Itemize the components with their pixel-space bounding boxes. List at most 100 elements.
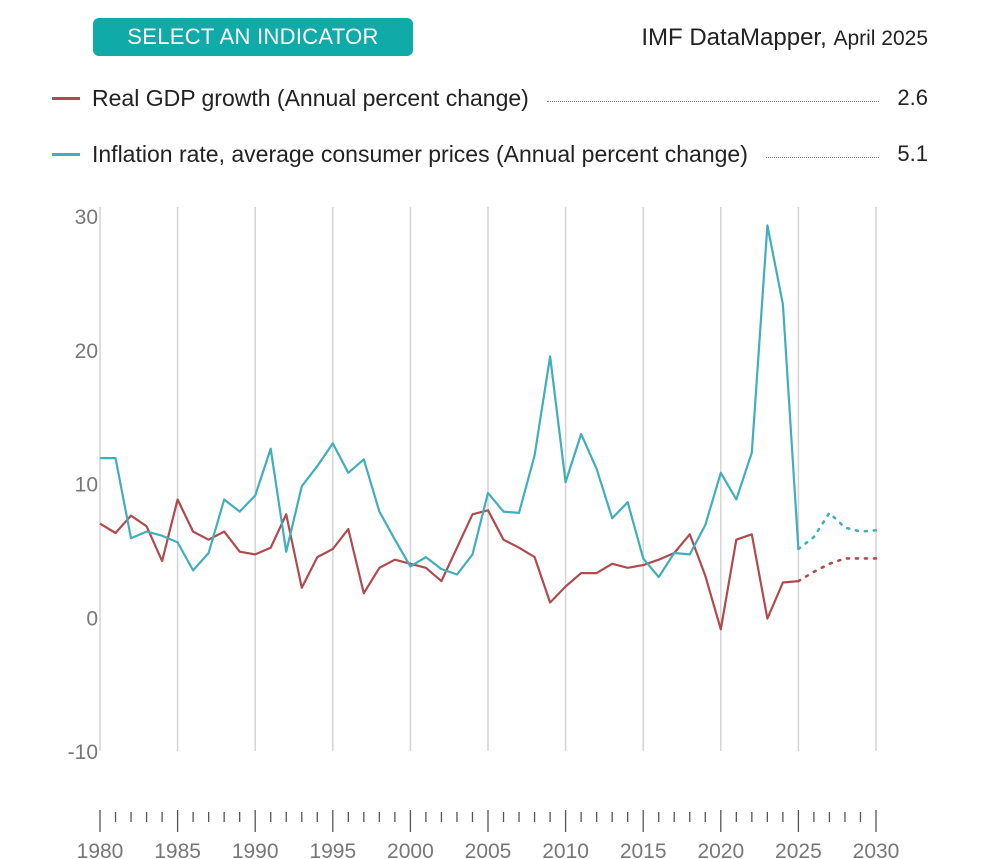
data-point-inflation[interactable] bbox=[468, 550, 476, 558]
legend-label-inflation[interactable]: Inflation rate, average consumer prices … bbox=[92, 140, 748, 167]
data-point-gdp[interactable] bbox=[313, 553, 321, 561]
data-point-inflation[interactable] bbox=[422, 553, 430, 561]
data-point-gdp[interactable] bbox=[500, 536, 508, 544]
data-point-gdp[interactable] bbox=[515, 544, 523, 552]
data-point-gdp[interactable] bbox=[251, 550, 259, 558]
data-point-gdp[interactable] bbox=[686, 530, 694, 538]
data-point-inflation[interactable] bbox=[593, 465, 601, 473]
data-point-inflation[interactable] bbox=[763, 221, 771, 229]
data-point-inflation[interactable] bbox=[174, 538, 182, 546]
data-point-inflation[interactable] bbox=[220, 496, 228, 504]
data-point-gdp[interactable] bbox=[531, 553, 539, 561]
data-point-inflation[interactable] bbox=[515, 509, 523, 517]
data-point-inflation[interactable] bbox=[360, 455, 368, 463]
data-point-inflation[interactable] bbox=[267, 445, 275, 453]
data-point-gdp[interactable] bbox=[856, 554, 864, 562]
legend-item-inflation[interactable]: Inflation rate, average consumer prices … bbox=[52, 139, 928, 169]
data-point-gdp[interactable] bbox=[748, 530, 756, 538]
data-point-gdp[interactable] bbox=[329, 545, 337, 553]
series-line-gdp-actual[interactable] bbox=[99, 498, 799, 631]
select-indicator-button[interactable]: SELECT AN INDICATOR bbox=[93, 18, 413, 56]
legend-item-gdp[interactable]: Real GDP growth (Annual percent change) … bbox=[52, 83, 928, 113]
data-point-inflation[interactable] bbox=[670, 549, 678, 557]
data-point-inflation[interactable] bbox=[608, 514, 616, 522]
data-point-inflation[interactable] bbox=[856, 528, 864, 536]
data-point-gdp[interactable] bbox=[282, 510, 290, 518]
data-point-gdp[interactable] bbox=[732, 536, 740, 544]
data-point-inflation[interactable] bbox=[810, 533, 818, 541]
data-point-gdp[interactable] bbox=[391, 556, 399, 564]
data-point-inflation[interactable] bbox=[344, 469, 352, 477]
data-point-gdp[interactable] bbox=[112, 529, 120, 537]
data-point-gdp[interactable] bbox=[189, 528, 197, 536]
data-point-inflation[interactable] bbox=[748, 449, 756, 457]
data-point-gdp[interactable] bbox=[841, 554, 849, 562]
data-point-inflation[interactable] bbox=[189, 566, 197, 574]
data-point-gdp[interactable] bbox=[267, 544, 275, 552]
data-point-inflation[interactable] bbox=[127, 534, 135, 542]
data-point-inflation[interactable] bbox=[500, 508, 508, 516]
data-point-inflation[interactable] bbox=[732, 496, 740, 504]
data-point-gdp[interactable] bbox=[220, 528, 228, 536]
data-point-inflation[interactable] bbox=[825, 509, 833, 517]
data-point-inflation[interactable] bbox=[406, 562, 414, 570]
data-point-inflation[interactable] bbox=[624, 498, 632, 506]
data-point-inflation[interactable] bbox=[717, 469, 725, 477]
data-point-gdp[interactable] bbox=[825, 560, 833, 568]
series-line-gdp-projection[interactable] bbox=[797, 557, 878, 583]
data-point-gdp[interactable] bbox=[468, 510, 476, 518]
data-point-gdp[interactable] bbox=[655, 556, 663, 564]
data-point-gdp[interactable] bbox=[624, 564, 632, 572]
data-point-gdp[interactable] bbox=[794, 577, 802, 585]
data-point-inflation[interactable] bbox=[639, 554, 647, 562]
data-point-inflation[interactable] bbox=[96, 454, 104, 462]
data-point-inflation[interactable] bbox=[779, 300, 787, 308]
data-point-gdp[interactable] bbox=[701, 572, 709, 580]
data-point-inflation[interactable] bbox=[391, 536, 399, 544]
data-point-gdp[interactable] bbox=[593, 569, 601, 577]
data-point-gdp[interactable] bbox=[96, 520, 104, 528]
data-point-gdp[interactable] bbox=[577, 569, 585, 577]
data-point-gdp[interactable] bbox=[872, 554, 880, 562]
data-point-inflation[interactable] bbox=[453, 570, 461, 578]
data-point-inflation[interactable] bbox=[112, 454, 120, 462]
data-point-inflation[interactable] bbox=[546, 352, 554, 360]
data-point-inflation[interactable] bbox=[298, 482, 306, 490]
data-point-inflation[interactable] bbox=[686, 550, 694, 558]
data-point-inflation[interactable] bbox=[282, 548, 290, 556]
data-point-inflation[interactable] bbox=[205, 549, 213, 557]
data-point-inflation[interactable] bbox=[841, 524, 849, 532]
data-point-inflation[interactable] bbox=[313, 462, 321, 470]
data-point-gdp[interactable] bbox=[375, 564, 383, 572]
data-point-inflation[interactable] bbox=[158, 532, 166, 540]
data-point-inflation[interactable] bbox=[655, 573, 663, 581]
data-point-gdp[interactable] bbox=[437, 577, 445, 585]
legend-label-gdp[interactable]: Real GDP growth (Annual percent change) bbox=[92, 84, 529, 111]
data-point-gdp[interactable] bbox=[779, 578, 787, 586]
data-point-inflation[interactable] bbox=[251, 492, 259, 500]
data-point-inflation[interactable] bbox=[701, 521, 709, 529]
data-point-gdp[interactable] bbox=[810, 568, 818, 576]
data-point-inflation[interactable] bbox=[329, 439, 337, 447]
data-point-gdp[interactable] bbox=[236, 548, 244, 556]
data-point-gdp[interactable] bbox=[174, 496, 182, 504]
data-point-inflation[interactable] bbox=[143, 528, 151, 536]
data-point-gdp[interactable] bbox=[453, 544, 461, 552]
data-point-inflation[interactable] bbox=[531, 451, 539, 459]
data-point-gdp[interactable] bbox=[298, 584, 306, 592]
data-point-inflation[interactable] bbox=[577, 430, 585, 438]
series-line-inflation-actual[interactable] bbox=[100, 224, 800, 579]
data-point-inflation[interactable] bbox=[484, 489, 492, 497]
data-point-gdp[interactable] bbox=[344, 525, 352, 533]
data-point-gdp[interactable] bbox=[422, 564, 430, 572]
data-point-gdp[interactable] bbox=[608, 560, 616, 568]
data-point-gdp[interactable] bbox=[360, 589, 368, 597]
data-point-gdp[interactable] bbox=[717, 625, 725, 633]
data-point-gdp[interactable] bbox=[158, 557, 166, 565]
data-point-inflation[interactable] bbox=[872, 526, 880, 534]
data-point-inflation[interactable] bbox=[437, 565, 445, 573]
data-point-inflation[interactable] bbox=[236, 508, 244, 516]
data-point-inflation[interactable] bbox=[375, 508, 383, 516]
data-point-gdp[interactable] bbox=[546, 599, 554, 607]
